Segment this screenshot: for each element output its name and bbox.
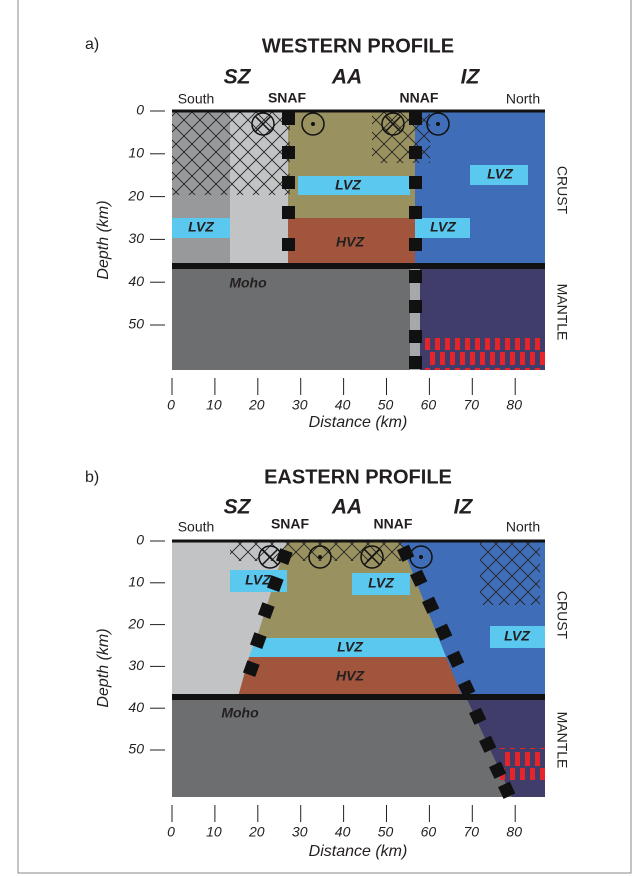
x-axis-label: Distance (km): [309, 843, 408, 860]
y-axis-label: Depth (km): [95, 200, 112, 279]
x-tick-label: 20: [248, 824, 265, 840]
fault-label: NNAF: [374, 516, 413, 532]
panel-label: a): [85, 36, 99, 53]
direction-label: South: [178, 91, 215, 107]
y-tick-label: 40: [128, 699, 144, 715]
x-tick-label: 10: [206, 824, 222, 840]
lvz-label: LVZ: [335, 177, 361, 193]
crust-label: CRUST: [554, 591, 570, 640]
lvz-label: LVZ: [337, 639, 363, 655]
x-tick-label: 40: [335, 824, 351, 840]
panel-a: a) WESTERN PROFILE SZ AA IZ SNAF NNAF So…: [85, 35, 570, 431]
y-axis-label: Depth (km): [95, 628, 112, 707]
x-tick-label: 30: [292, 824, 308, 840]
direction-label: North: [506, 91, 540, 107]
x-tick-label: 80: [506, 397, 522, 413]
y-tick-label: 0: [136, 102, 144, 118]
x-tick-label: 50: [378, 824, 394, 840]
x-tick-label: 80: [506, 824, 522, 840]
zone-label: SZ: [224, 66, 252, 89]
mantle-label: MANTLE: [554, 284, 570, 341]
y-tick-label: 20: [127, 187, 144, 203]
moho-label: Moho: [221, 705, 259, 721]
x-tick-label: 30: [292, 397, 308, 413]
hvz-label: HVZ: [336, 234, 364, 250]
lvz-label: LVZ: [368, 575, 394, 591]
x-axis-label: Distance (km): [309, 414, 408, 431]
moho-label: Moho: [229, 275, 267, 291]
lvz-label: LVZ: [188, 219, 214, 235]
direction-label: South: [178, 519, 215, 535]
y-tick-label: 30: [128, 657, 144, 673]
y-tick-label: 40: [128, 273, 144, 289]
x-tick-label: 10: [206, 397, 222, 413]
fault-label: SNAF: [268, 90, 307, 106]
hvz-label: HVZ: [336, 668, 364, 684]
x-tick-label: 60: [421, 824, 437, 840]
lvz-label: LVZ: [504, 628, 530, 644]
figure: a) WESTERN PROFILE SZ AA IZ SNAF NNAF So…: [0, 0, 641, 876]
x-tick-label: 70: [464, 824, 480, 840]
y-tick-label: 50: [128, 741, 144, 757]
y-tick-label: 0: [136, 532, 144, 548]
panel-label: b): [85, 469, 99, 486]
zone-label: IZ: [454, 496, 474, 519]
y-tick-label: 10: [128, 574, 144, 590]
panel-b: b) EASTERN PROFILE SZ AA IZ SNAF NNAF So…: [85, 466, 570, 860]
lvz-label: LVZ: [430, 219, 456, 235]
zone-label: AA: [331, 66, 362, 89]
y-tick-label: 10: [128, 145, 144, 161]
x-tick-label: 40: [335, 397, 351, 413]
y-tick-label: 20: [127, 615, 144, 631]
crust-label: CRUST: [554, 166, 570, 215]
fault-label: SNAF: [271, 516, 310, 532]
x-tick-label: 0: [167, 397, 175, 413]
fault-label: NNAF: [400, 90, 439, 106]
zone-label: IZ: [461, 66, 481, 89]
x-tick-label: 50: [378, 397, 394, 413]
lvz-label: LVZ: [245, 572, 271, 588]
zone-label: AA: [331, 496, 362, 519]
x-tick-label: 70: [464, 397, 480, 413]
panel-title: EASTERN PROFILE: [264, 466, 452, 488]
y-tick-label: 30: [128, 230, 144, 246]
x-tick-label: 20: [248, 397, 265, 413]
panel-title: WESTERN PROFILE: [262, 35, 454, 57]
zone-label: SZ: [224, 496, 252, 519]
lvz-label: LVZ: [487, 166, 513, 182]
mantle-label: MANTLE: [554, 712, 570, 769]
y-tick-label: 50: [128, 316, 144, 332]
x-tick-label: 60: [421, 397, 437, 413]
x-tick-label: 0: [167, 824, 175, 840]
direction-label: North: [506, 519, 540, 535]
